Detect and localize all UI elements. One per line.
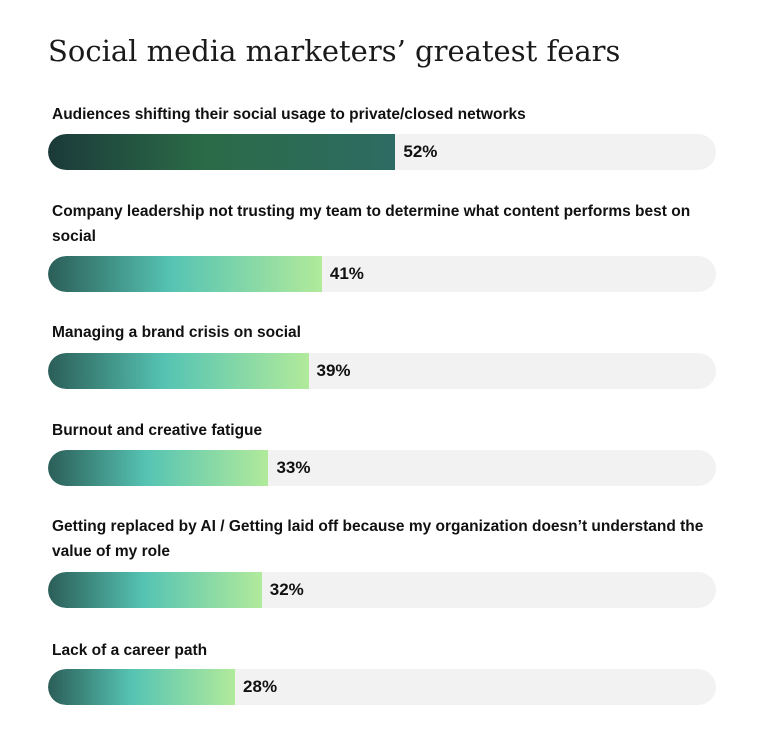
chart-title: Social media marketers’ greatest fears <box>48 34 621 68</box>
bar-value-label: 41% <box>329 264 364 283</box>
bar-value-label: 52% <box>403 142 438 161</box>
bar-label: Getting replaced by AI / Getting laid of… <box>52 518 704 560</box>
bar-label: Lack of a career path <box>52 642 208 659</box>
bar <box>48 450 269 486</box>
bar-label: Audiences shifting their social usage to… <box>52 106 526 123</box>
bar <box>48 669 236 705</box>
bar-value-label: 33% <box>276 458 311 477</box>
bar-track <box>48 256 716 292</box>
bar-value-label: 32% <box>269 580 304 599</box>
bar-track <box>48 450 716 486</box>
bar <box>48 134 396 170</box>
bar-track <box>48 353 716 389</box>
bar-label: Burnout and creative fatigue <box>52 422 263 439</box>
bar-value-label: 39% <box>316 361 351 380</box>
bar-track <box>48 669 716 705</box>
bar-label: Managing a brand crisis on social <box>52 324 301 341</box>
bar-value-label: 28% <box>243 677 278 696</box>
bar <box>48 353 309 389</box>
bar <box>48 572 262 608</box>
bar <box>48 256 322 292</box>
bar-label: Company leadership not trusting my team … <box>52 203 691 245</box>
bar-track <box>48 134 716 170</box>
bar-track <box>48 572 716 608</box>
